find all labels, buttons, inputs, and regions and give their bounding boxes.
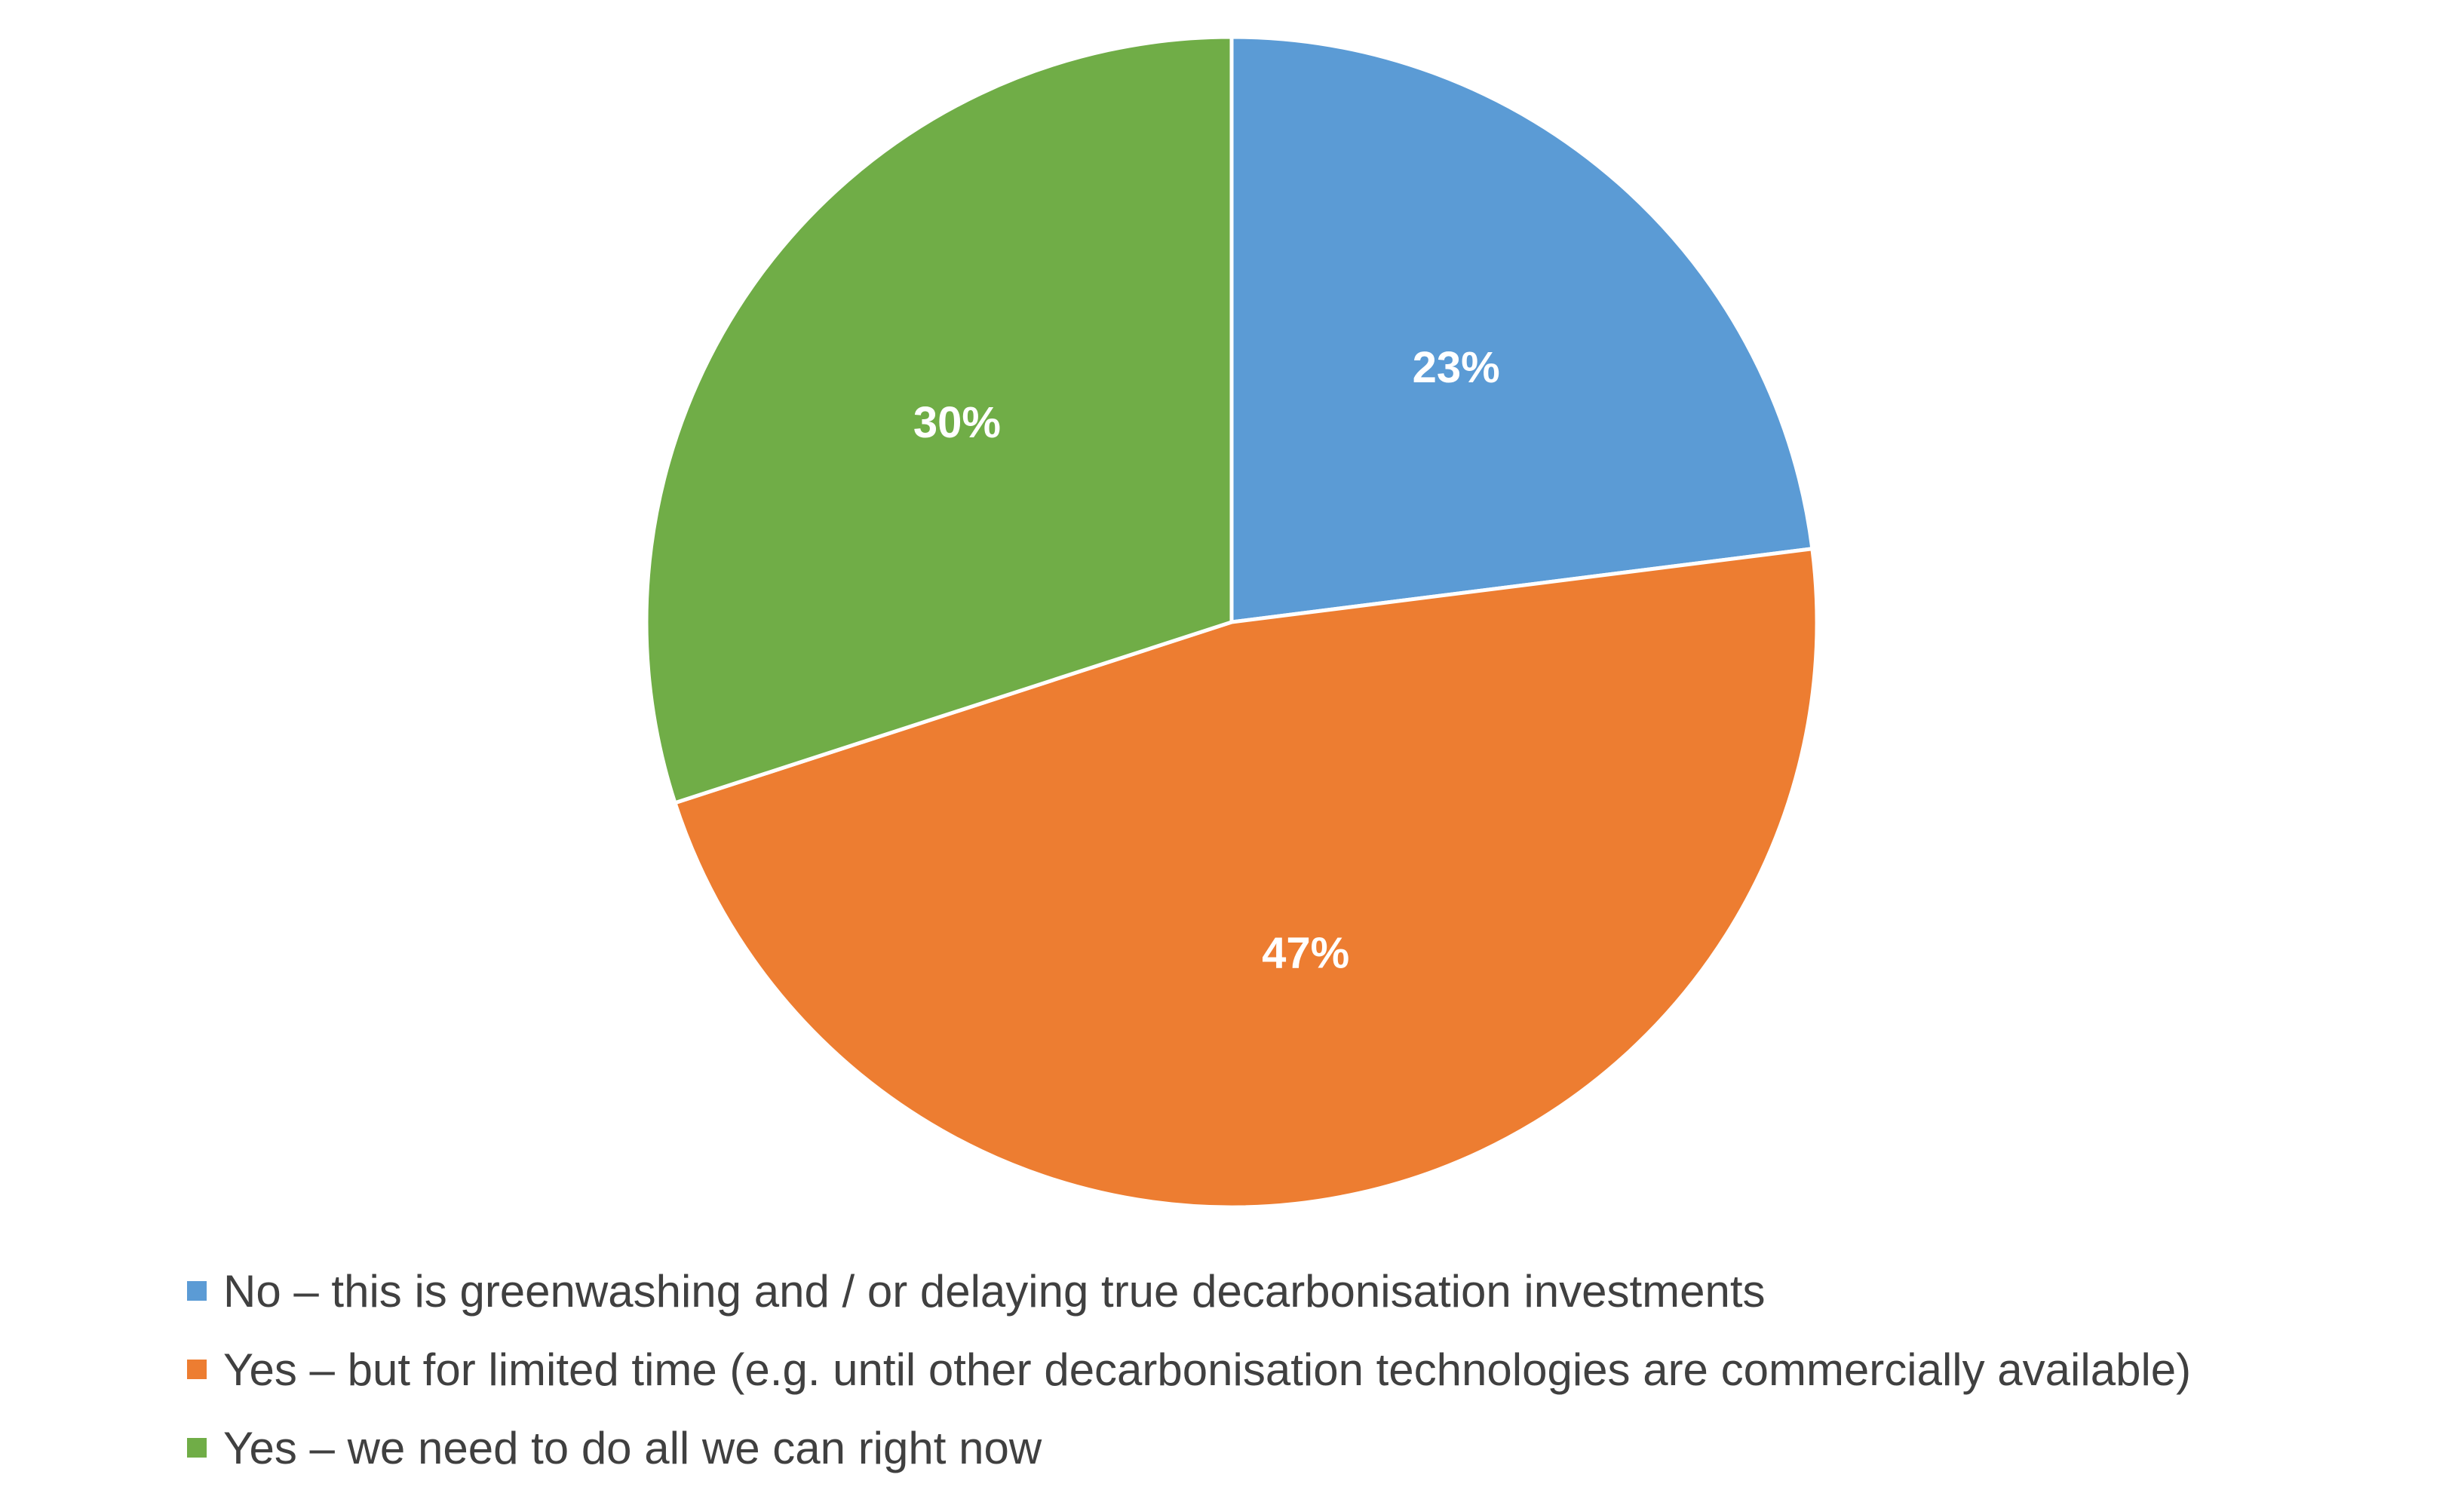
pie-slice xyxy=(1229,35,1815,624)
legend-label: Yes – we need to do all we can right now xyxy=(223,1422,1042,1473)
pie-slice xyxy=(673,547,1819,1209)
pie-slices xyxy=(644,35,1819,1209)
pie-slice xyxy=(644,35,1234,805)
legend-item: Yes – we need to do all we can right now xyxy=(187,1409,2450,1487)
legend-label: Yes – but for limited time (e.g. until o… xyxy=(223,1344,2192,1395)
pie-data-label: 47% xyxy=(1262,929,1349,978)
legend-item: Yes – but for limited time (e.g. until o… xyxy=(187,1330,2450,1409)
pie-data-labels: 23% 47% 30% xyxy=(913,343,1500,978)
legend-swatch xyxy=(187,1360,207,1379)
pie-data-label: 23% xyxy=(1413,343,1500,392)
legend-item: No – this is greenwashing and / or delay… xyxy=(187,1252,2450,1330)
pie-data-label: 30% xyxy=(913,398,1001,447)
chart-legend: No – this is greenwashing and / or delay… xyxy=(187,1252,2450,1487)
legend-swatch xyxy=(187,1281,207,1301)
legend-swatch xyxy=(187,1438,207,1458)
legend-label: No – this is greenwashing and / or delay… xyxy=(223,1265,1766,1317)
